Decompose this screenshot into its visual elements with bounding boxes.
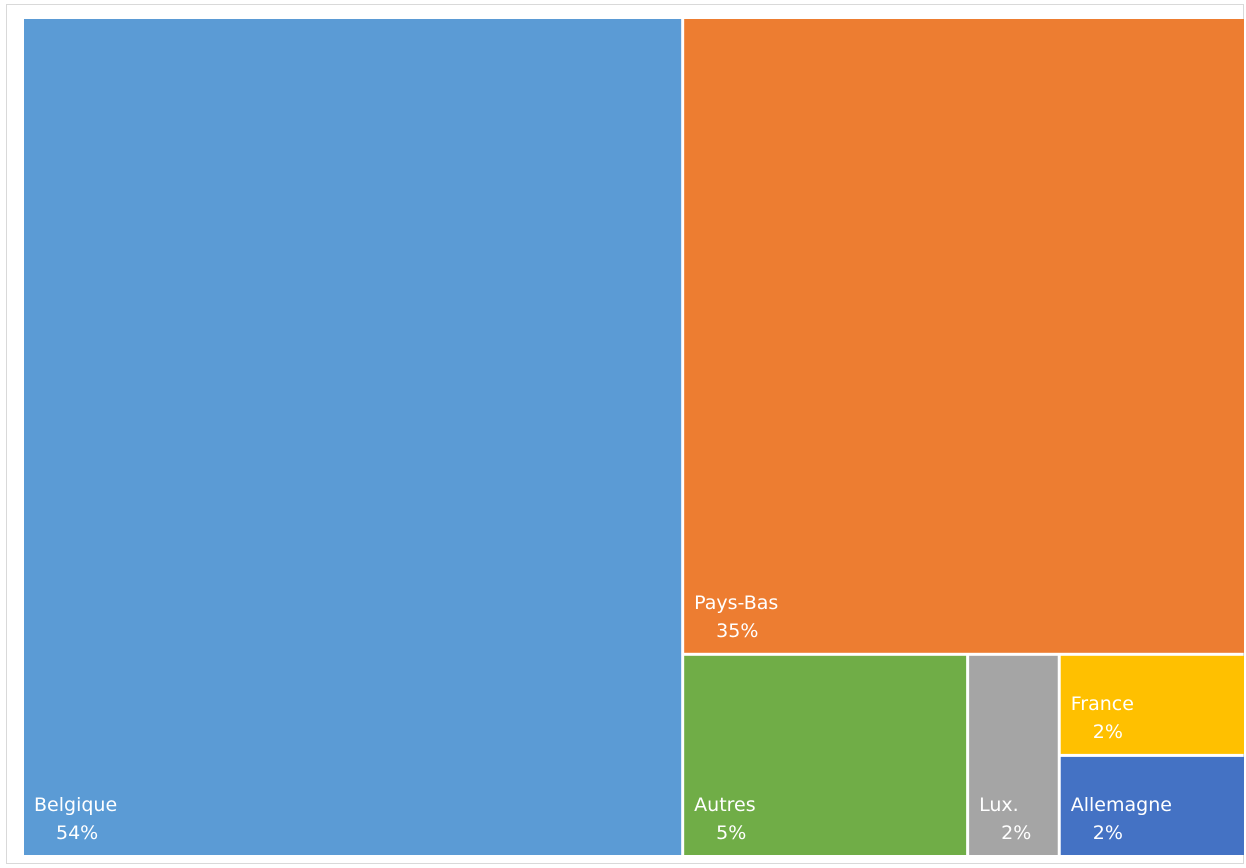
tile-name-france: France — [1071, 693, 1134, 715]
tile-value-pays-bas: 35% — [716, 620, 758, 642]
treemap-labels: Belgique 54% Pays-Bas 35% Autres 5% Lux. 2% Fran… — [34, 592, 1172, 844]
tile-pays-bas — [684, 19, 1244, 653]
tile-name-lux: Lux. — [979, 794, 1019, 816]
tile-value-belgique: 54% — [56, 822, 98, 844]
tile-value-lux: 2% — [1001, 822, 1031, 844]
tile-name-belgique: Belgique — [34, 794, 117, 816]
tile-value-allemagne: 2% — [1093, 822, 1123, 844]
tile-value-autres: 5% — [716, 822, 746, 844]
tile-allemagne — [1060, 756, 1244, 855]
tile-belgique — [24, 19, 682, 855]
tile-value-france: 2% — [1093, 721, 1123, 743]
tile-name-autres: Autres — [694, 794, 755, 816]
tile-lux — [969, 655, 1058, 855]
tile-name-pays-bas: Pays-Bas — [694, 592, 778, 614]
tile-name-allemagne: Allemagne — [1071, 794, 1172, 816]
treemap-tiles — [24, 19, 1244, 855]
tile-france — [1060, 655, 1244, 754]
tile-autres — [684, 655, 967, 855]
